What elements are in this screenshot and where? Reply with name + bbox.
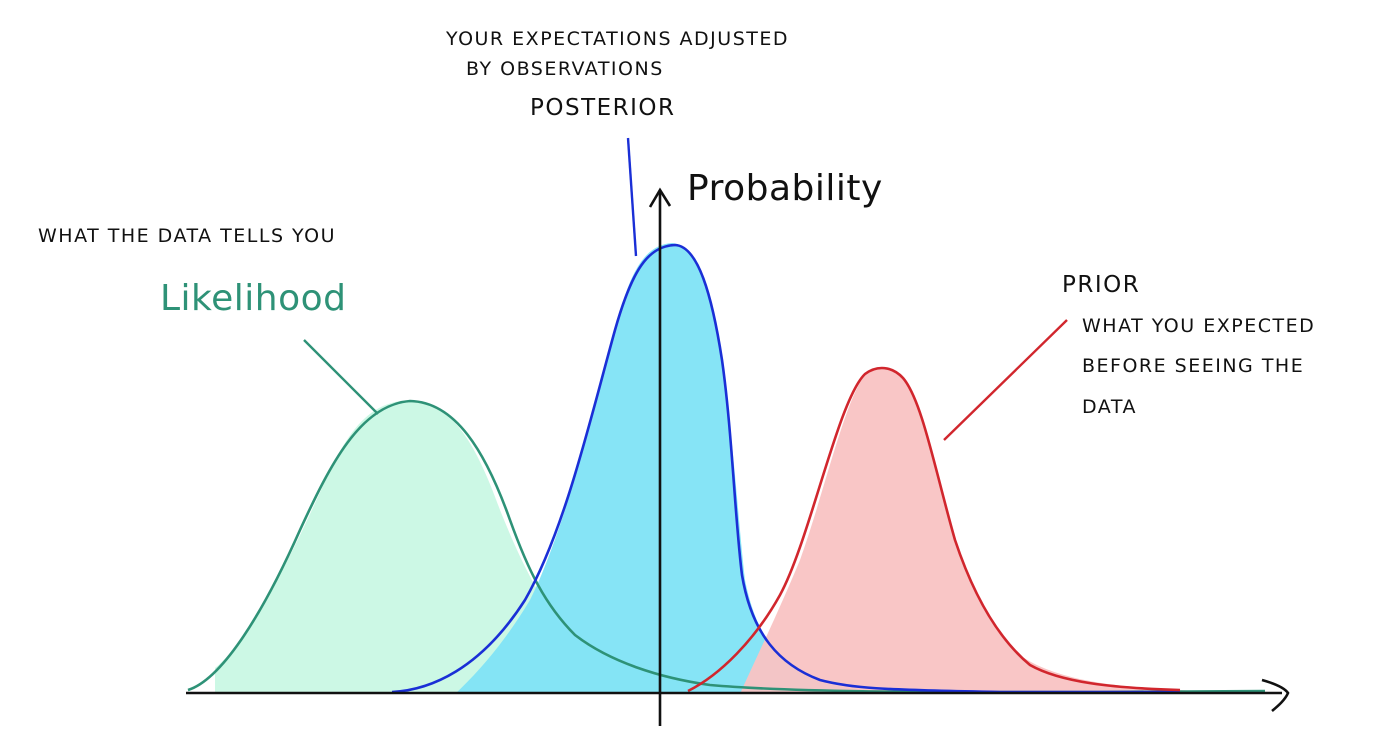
posterior-curve (391, 243, 1180, 694)
likelihood-area (215, 400, 900, 694)
posterior-label: POSTERIOR (530, 95, 676, 121)
likelihood-description: WHAT THE DATA TELLS YOU (38, 225, 336, 247)
y-axis-arrowhead (648, 187, 672, 208)
posterior-leader-line (626, 137, 638, 257)
prior-description-line1: WHAT YOU EXPECTED (1082, 315, 1315, 337)
prior-label: PRIOR (1062, 272, 1140, 298)
posterior-area (455, 243, 900, 694)
prior-curve (687, 366, 1181, 693)
likelihood-leader-line (303, 339, 379, 415)
prior-area (740, 367, 1230, 694)
y-axis-label: Probability (687, 168, 883, 209)
prior-description-line3: DATA (1082, 396, 1137, 418)
prior-leader-line (943, 319, 1068, 441)
posterior-description-line2: BY OBSERVATIONS (466, 58, 664, 80)
likelihood-label: Likelihood (160, 278, 347, 319)
posterior-description-line1: YOUR EXPECTATIONS ADJUSTED (445, 28, 789, 50)
x-axis-arrowhead (1261, 678, 1290, 712)
prior-description-line2: BEFORE SEEING THE (1082, 355, 1304, 377)
